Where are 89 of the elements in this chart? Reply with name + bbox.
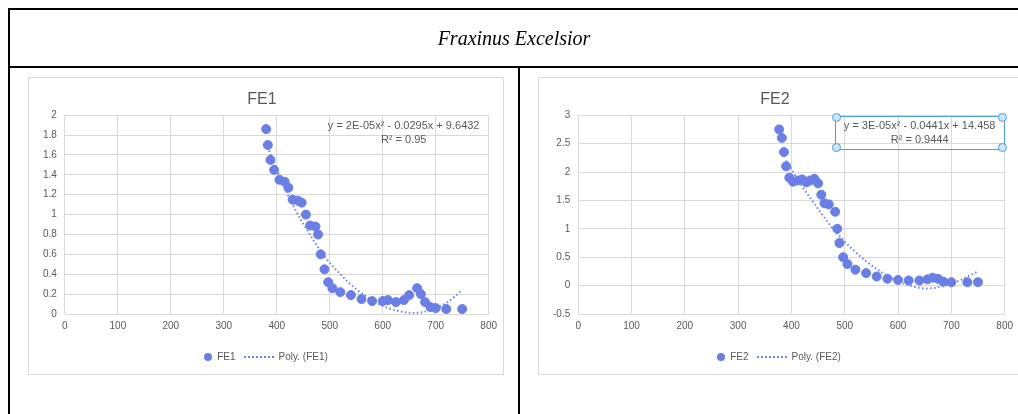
annotation: R² = 0.95	[380, 133, 427, 146]
point	[296, 197, 307, 208]
y-tick-label: 2	[51, 108, 58, 120]
point	[415, 289, 426, 300]
y-tick-label: 0.8	[43, 228, 58, 240]
y-tick-label: 2.5	[556, 137, 571, 149]
y-tick-label: -0.5	[553, 307, 571, 319]
point	[781, 161, 792, 172]
text: Fraxinus Excelsior	[10, 10, 1018, 68]
y-tick-label: 0.5	[556, 250, 571, 262]
point	[842, 259, 853, 270]
y-tick-label: 1.4	[43, 168, 58, 180]
legend-label: Poly. (FE1)	[278, 351, 328, 362]
y-tick-label: 1	[564, 222, 571, 234]
y-tick-label: 2	[564, 165, 571, 177]
point	[319, 264, 330, 275]
point	[914, 275, 925, 286]
x-tick-label: 100	[623, 319, 641, 331]
x-tick-label: 300	[729, 319, 747, 331]
point	[938, 276, 949, 287]
point	[882, 273, 893, 284]
x-tick-label: 600	[889, 319, 907, 331]
point	[850, 264, 861, 275]
point	[356, 294, 367, 305]
point	[441, 304, 452, 314]
x-tick-label: 300	[215, 319, 233, 331]
y-tick-label: 3	[564, 108, 571, 120]
point	[832, 223, 843, 234]
x-tick-label: 700	[943, 319, 961, 331]
point	[315, 249, 326, 260]
legend-label: FE2	[730, 351, 749, 362]
annotation: R² = 0.9444	[890, 133, 949, 146]
point	[813, 178, 824, 189]
point	[946, 277, 957, 288]
x-tick-label: 400	[268, 319, 286, 331]
x-tick-label: 500	[321, 319, 339, 331]
point	[903, 275, 914, 286]
y-tick-label: 0.2	[43, 287, 58, 299]
point	[871, 271, 882, 282]
point	[774, 124, 785, 135]
x-tick-label: 200	[162, 319, 180, 331]
x-tick-label: 800	[480, 319, 498, 331]
annotation: y = 2E-05x² - 0.0295x + 9.6432	[327, 119, 480, 132]
point	[776, 132, 787, 143]
x-tick-label: 400	[783, 319, 801, 331]
point	[300, 209, 311, 220]
x-tick-label: 700	[427, 319, 445, 331]
x-tick-label: 0	[575, 319, 582, 331]
point	[269, 164, 280, 175]
point	[261, 124, 272, 135]
y-tick-label: 1.5	[556, 194, 571, 206]
point	[390, 297, 401, 308]
x-tick-label: 500	[836, 319, 854, 331]
y-tick-label: 1.8	[43, 128, 58, 140]
x-tick-label: 0	[62, 319, 69, 331]
y-tick-label: 0	[51, 307, 58, 319]
point	[313, 229, 324, 240]
y-tick-label: 0	[564, 279, 571, 291]
x-tick-label: 800	[996, 319, 1014, 331]
point	[778, 147, 789, 158]
point	[345, 290, 356, 301]
x-tick-label: 100	[109, 319, 127, 331]
point	[893, 274, 904, 285]
point	[973, 277, 984, 288]
point	[404, 290, 415, 301]
point	[457, 304, 468, 314]
y-tick-label: 1	[51, 208, 58, 220]
point	[283, 182, 294, 193]
chart-title: FE1	[247, 90, 277, 108]
point	[962, 277, 973, 288]
point	[327, 283, 338, 294]
point	[335, 287, 346, 298]
y-tick-label: 1.2	[43, 188, 58, 200]
legend-label: FE1	[217, 351, 236, 362]
point	[367, 296, 378, 307]
point	[834, 238, 845, 248]
annotation: y = 3E-05x² - 0.0441x + 14.458	[843, 119, 996, 132]
x-tick-label: 600	[374, 319, 392, 331]
point	[830, 206, 841, 217]
chart-title: FE2	[760, 90, 790, 108]
y-tick-label: 1.6	[43, 148, 58, 160]
y-tick-label: 0.4	[43, 267, 58, 279]
point	[861, 268, 872, 279]
x-tick-label: 200	[676, 319, 694, 331]
legend-label: Poly. (FE2)	[791, 351, 841, 362]
point	[265, 154, 276, 165]
point	[816, 189, 827, 200]
y-tick-label: 0.6	[43, 248, 58, 260]
point	[262, 140, 273, 151]
